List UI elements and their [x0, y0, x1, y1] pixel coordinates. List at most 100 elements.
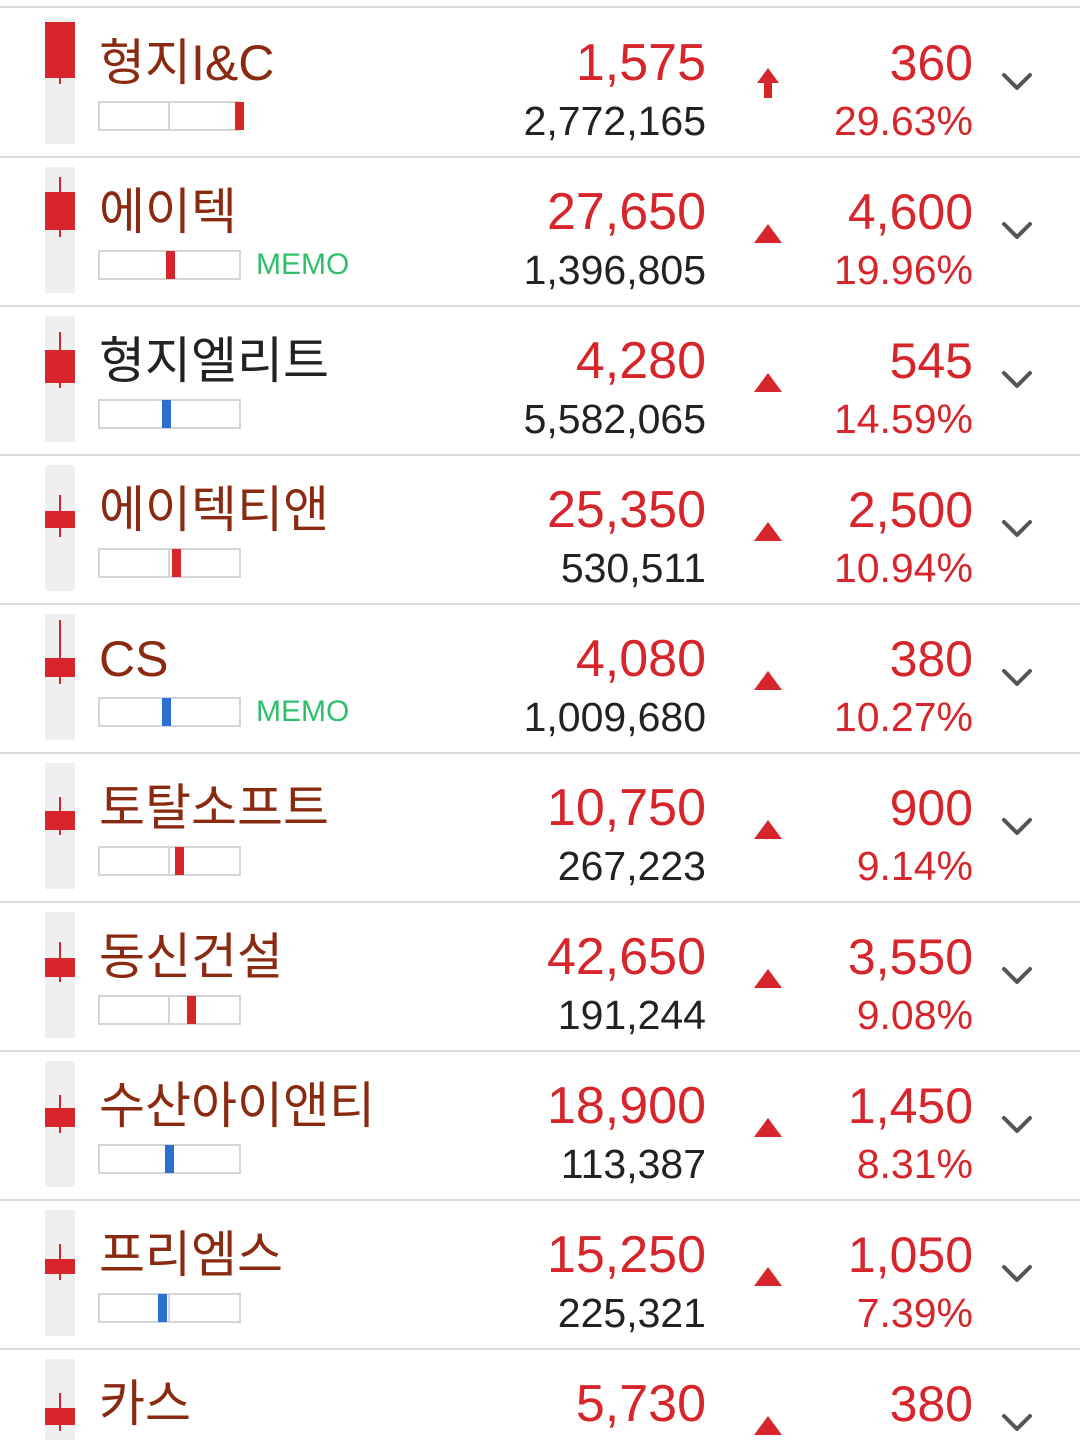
volume: 191,244	[558, 992, 706, 1038]
change: 1,050	[848, 1227, 973, 1283]
stock-row[interactable]: CS MEMO 4,080 1,009,680 380 10.27%	[45, 614, 1032, 740]
stock-row[interactable]: 에이텍티앤 25,350 530,511 2,500 10.94%	[45, 465, 1032, 591]
stock-name: 수산아이앤티	[99, 1078, 375, 1134]
range-marker	[187, 996, 196, 1024]
stock-name: 토탈소프트	[99, 780, 329, 836]
price: 10,750	[547, 779, 706, 837]
change: 380	[890, 1376, 973, 1432]
change: 3,550	[848, 929, 973, 985]
percent: 29.63%	[834, 98, 973, 144]
percent: 9.14%	[857, 843, 973, 889]
stock-row[interactable]: 카스 5,730 380	[45, 1359, 1032, 1440]
up-triangle	[754, 671, 782, 690]
stock-row[interactable]: 수산아이앤티 18,900 113,387 1,450 8.31%	[45, 1061, 1032, 1187]
expand-chevron[interactable]	[1002, 371, 1032, 388]
price: 1,575	[576, 34, 706, 92]
volume: 1,396,805	[524, 247, 706, 293]
price: 15,250	[547, 1226, 706, 1284]
stock-name: 에이텍티앤	[99, 482, 329, 538]
candle-body	[45, 658, 75, 677]
volume: 225,321	[558, 1290, 706, 1336]
memo-tag: MEMO	[256, 248, 349, 281]
range-marker	[162, 698, 171, 726]
range-marker	[172, 549, 181, 577]
change: 545	[890, 333, 973, 389]
volume: 1,009,680	[524, 694, 706, 740]
expand-chevron[interactable]	[1002, 1265, 1032, 1282]
candle-body	[45, 1259, 75, 1274]
candle-body	[45, 1408, 75, 1425]
range-marker	[165, 1145, 174, 1173]
expand-chevron[interactable]	[1002, 1116, 1032, 1133]
percent: 14.59%	[834, 396, 973, 442]
candle-body	[45, 811, 75, 830]
stock-row[interactable]: 토탈소프트 10,750 267,223 900 9.14%	[45, 763, 1032, 889]
stock-row[interactable]: 형지엘리트 4,280 5,582,065 545 14.59%	[45, 316, 1032, 442]
candle-body	[45, 511, 75, 528]
stock-row[interactable]: 형지I&C 1,575 2,772,165 360 29.63%	[45, 18, 1032, 144]
limit-up-arrow	[757, 68, 779, 98]
change: 900	[890, 780, 973, 836]
price: 4,080	[576, 630, 706, 688]
expand-chevron[interactable]	[1002, 669, 1032, 686]
up-triangle	[754, 1118, 782, 1137]
price: 42,650	[547, 928, 706, 986]
volume: 267,223	[558, 843, 706, 889]
range-marker	[166, 251, 175, 279]
price: 5,730	[576, 1375, 706, 1433]
stock-row[interactable]: 동신건설 42,650 191,244 3,550 9.08%	[45, 912, 1032, 1038]
memo-tag: MEMO	[256, 695, 349, 728]
volume: 5,582,065	[524, 396, 706, 442]
stock-row[interactable]: 에이텍 MEMO 27,650 1,396,805 4,600 19.96%	[45, 167, 1032, 293]
expand-chevron[interactable]	[1002, 818, 1032, 835]
volume: 530,511	[561, 545, 706, 591]
volume: 113,387	[561, 1141, 706, 1187]
stock-name: 동신건설	[99, 929, 283, 985]
price: 25,350	[547, 481, 706, 539]
up-triangle	[754, 820, 782, 839]
expand-chevron[interactable]	[1002, 520, 1032, 537]
stock-name: 카스	[99, 1376, 191, 1432]
candle-body	[45, 22, 75, 78]
up-triangle	[754, 1267, 782, 1286]
range-marker	[158, 1294, 167, 1322]
expand-chevron[interactable]	[1002, 73, 1032, 90]
price: 4,280	[576, 332, 706, 390]
stock-name: 형지I&C	[99, 35, 274, 91]
percent: 8.31%	[857, 1141, 973, 1187]
up-triangle	[754, 224, 782, 243]
stock-name: 프리엠스	[99, 1227, 283, 1283]
change: 1,450	[848, 1078, 973, 1134]
range-marker	[175, 847, 184, 875]
candle-body	[45, 958, 75, 977]
volume: 2,772,165	[524, 98, 706, 144]
stock-row[interactable]: 프리엠스 15,250 225,321 1,050 7.39%	[45, 1210, 1032, 1336]
change: 2,500	[848, 482, 973, 538]
range-marker	[162, 400, 171, 428]
percent: 10.27%	[834, 694, 973, 740]
candle-body	[45, 350, 75, 383]
candle-body	[45, 192, 75, 230]
up-triangle	[754, 1416, 782, 1435]
change: 360	[890, 35, 973, 91]
percent: 9.08%	[857, 992, 973, 1038]
expand-chevron[interactable]	[1002, 967, 1032, 984]
price: 18,900	[547, 1077, 706, 1135]
up-triangle	[754, 522, 782, 541]
price: 27,650	[547, 183, 706, 241]
expand-chevron[interactable]	[1002, 1414, 1032, 1431]
percent: 7.39%	[857, 1290, 973, 1336]
percent: 10.94%	[834, 545, 973, 591]
stock-name: 에이텍	[99, 184, 237, 240]
up-triangle	[754, 373, 782, 392]
stock-name: CS	[99, 631, 168, 687]
stock-name: 형지엘리트	[99, 333, 329, 389]
range-marker	[235, 102, 244, 130]
expand-chevron[interactable]	[1002, 222, 1032, 239]
change: 4,600	[848, 184, 973, 240]
up-triangle	[754, 969, 782, 988]
change: 380	[890, 631, 973, 687]
percent: 19.96%	[834, 247, 973, 293]
candle-body	[45, 1108, 75, 1127]
